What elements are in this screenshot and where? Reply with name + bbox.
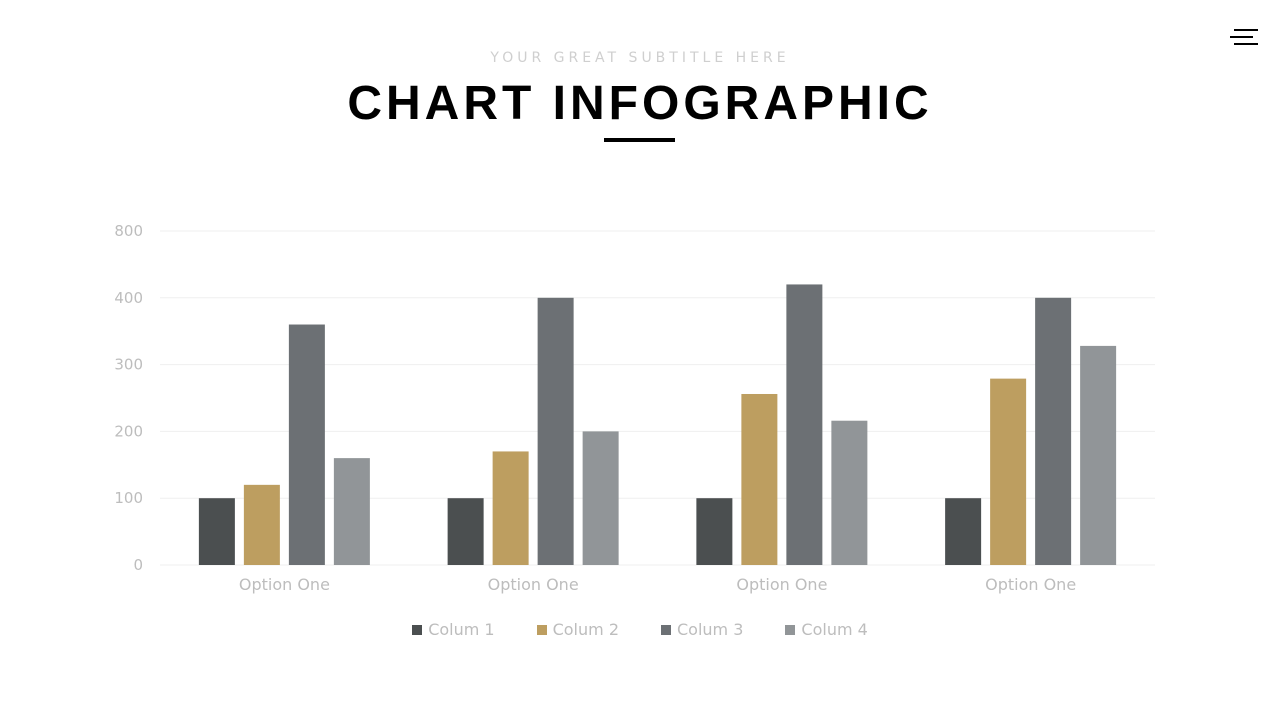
y-tick-label: 200 bbox=[114, 422, 143, 440]
bar bbox=[831, 420, 868, 565]
y-tick-label: 300 bbox=[114, 356, 143, 374]
bar bbox=[288, 324, 325, 565]
bar bbox=[333, 458, 370, 565]
y-tick-label: 800 bbox=[114, 222, 143, 240]
legend-label: Colum 4 bbox=[801, 620, 868, 639]
legend-label: Colum 1 bbox=[428, 620, 495, 639]
bar bbox=[582, 431, 619, 565]
bar bbox=[945, 498, 982, 565]
bar bbox=[990, 378, 1027, 565]
legend-swatch bbox=[785, 624, 796, 635]
bar bbox=[198, 498, 235, 565]
bar bbox=[786, 284, 823, 565]
x-tick-label: Option One bbox=[736, 575, 827, 594]
title-underline bbox=[604, 138, 675, 142]
bar bbox=[1080, 345, 1117, 565]
x-tick-label: Option One bbox=[488, 575, 579, 594]
bar bbox=[243, 484, 280, 565]
bar bbox=[696, 498, 733, 565]
legend-item: Colum 2 bbox=[536, 620, 619, 639]
y-tick-label: 100 bbox=[114, 489, 143, 507]
legend-item: Colum 1 bbox=[412, 620, 495, 639]
legend-swatch bbox=[412, 624, 423, 635]
legend-item: Colum 4 bbox=[785, 620, 868, 639]
chart-subtitle: YOUR GREAT SUBTITLE HERE bbox=[490, 50, 790, 66]
legend-item: Colum 3 bbox=[661, 620, 743, 639]
bar bbox=[537, 297, 574, 565]
y-tick-label: 400 bbox=[114, 289, 143, 307]
legend-swatch bbox=[661, 624, 671, 635]
y-tick-label: 0 bbox=[133, 556, 143, 574]
bar bbox=[447, 498, 484, 565]
legend-swatch bbox=[536, 624, 547, 635]
legend-label: Colum 3 bbox=[677, 620, 744, 639]
chart-title: CHART INFOGRAPHIC bbox=[347, 77, 933, 130]
bar bbox=[1035, 297, 1072, 565]
legend: Colum 1 Colum 2 Colum 3 Colum 4 bbox=[0, 620, 1280, 639]
bar bbox=[492, 451, 529, 565]
hamburger-menu-icon[interactable] bbox=[1230, 27, 1260, 47]
legend-label: Colum 2 bbox=[552, 620, 619, 639]
x-tick-label: Option One bbox=[985, 575, 1076, 594]
bar bbox=[741, 393, 778, 565]
x-tick-label: Option One bbox=[239, 575, 330, 594]
